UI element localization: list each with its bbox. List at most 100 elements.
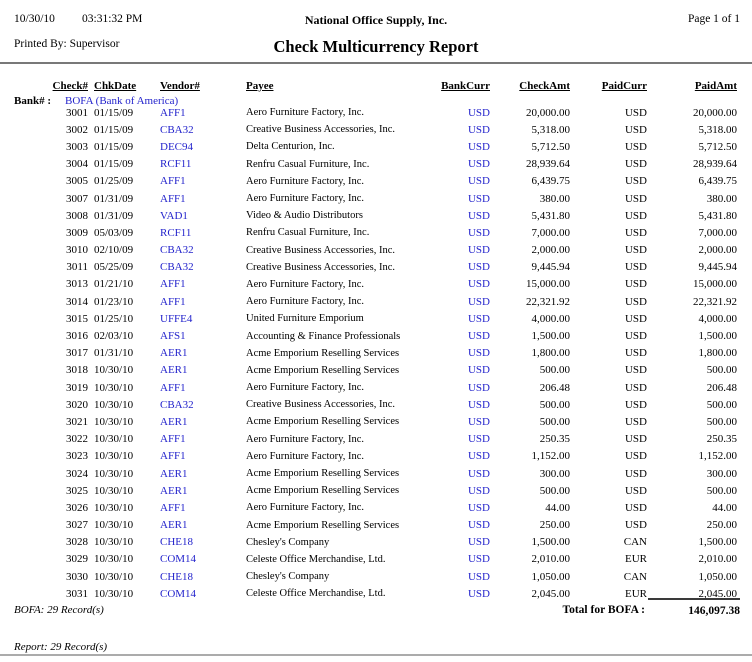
bank-curr-link[interactable]: USD	[467, 140, 490, 153]
vendor-link[interactable]: CBA32	[160, 261, 194, 274]
vendor-link[interactable]: AER1	[160, 415, 188, 428]
chk-date-cell: 10/30/10	[94, 553, 134, 566]
chk-date-cell: 01/31/10	[94, 347, 134, 360]
vendor-link[interactable]: RCF11	[160, 158, 192, 171]
bank-curr-link[interactable]: USD	[467, 123, 490, 136]
paid-curr-cell: USD	[624, 123, 647, 136]
vendor-link[interactable]: AFF1	[160, 381, 186, 394]
vendor-link[interactable]: AFF1	[160, 106, 186, 119]
bank-curr-link[interactable]: USD	[467, 330, 490, 343]
check-amt-cell: 500.00	[539, 364, 570, 377]
col-header-check: Check#	[52, 80, 88, 92]
vendor-link[interactable]: AFF1	[160, 278, 186, 291]
bank-curr-link[interactable]: USD	[467, 519, 490, 532]
bank-curr-link[interactable]: USD	[467, 553, 490, 566]
vendor-link[interactable]: AER1	[160, 347, 188, 360]
chk-date-cell: 10/30/10	[94, 467, 134, 480]
vendor-link[interactable]: COM14	[160, 553, 197, 566]
chk-date-cell: 10/30/10	[94, 364, 134, 377]
bank-curr-link[interactable]: USD	[467, 364, 490, 377]
bank-curr-link[interactable]: USD	[467, 175, 490, 188]
vendor-link[interactable]: COM14	[160, 587, 197, 600]
check-amt-cell: 2,045.00	[531, 587, 571, 600]
vendor-link[interactable]: AER1	[160, 364, 188, 377]
vendor-link[interactable]: UFFE4	[160, 312, 193, 325]
bank-curr-link[interactable]: USD	[467, 244, 490, 257]
paid-curr-cell: USD	[624, 312, 647, 325]
chk-date-cell: 02/03/10	[94, 330, 134, 343]
vendor-link[interactable]: AER1	[160, 467, 188, 480]
table-row: 3002 01/15/09 CBA32 Creative Business Ac…	[14, 121, 737, 138]
bank-curr-link[interactable]: USD	[467, 295, 490, 308]
check-number-cell: 3019	[66, 381, 88, 394]
bank-curr-link[interactable]: USD	[467, 570, 490, 583]
paid-curr-cell: USD	[624, 519, 647, 532]
table-row: 3013 01/21/10 AFF1 Aero Furniture Factor…	[14, 276, 737, 293]
bank-curr-link[interactable]: USD	[467, 347, 490, 360]
vendor-link[interactable]: VAD1	[160, 209, 188, 222]
bank-curr-link[interactable]: USD	[467, 312, 490, 325]
bank-curr-link[interactable]: USD	[467, 381, 490, 394]
vendor-link[interactable]: AFF1	[160, 450, 186, 463]
check-number-cell: 3024	[66, 467, 88, 480]
vendor-link[interactable]: AFF1	[160, 433, 186, 446]
report-title: Check Multicurrency Report	[273, 37, 479, 56]
paid-curr-cell: CAN	[623, 536, 647, 549]
payee-cell: Renfru Casual Furniture, Inc.	[246, 227, 370, 239]
vendor-link[interactable]: AER1	[160, 519, 188, 532]
bank-curr-link[interactable]: USD	[467, 484, 490, 497]
bank-curr-link[interactable]: USD	[467, 278, 490, 291]
check-number-cell: 3029	[66, 553, 88, 566]
vendor-link[interactable]: AFF1	[160, 175, 186, 188]
chk-date-cell: 10/30/10	[94, 587, 134, 600]
vendor-link[interactable]: RCF11	[160, 226, 192, 239]
table-row: 3007 01/31/09 AFF1 Aero Furniture Factor…	[14, 190, 737, 207]
check-number-cell: 3020	[66, 398, 88, 411]
bank-curr-link[interactable]: USD	[467, 536, 490, 549]
paid-amt-cell: 28,939.64	[693, 158, 737, 171]
payee-cell: Celeste Office Merchandise, Ltd.	[246, 588, 386, 600]
vendor-link[interactable]: AER1	[160, 484, 188, 497]
vendor-link[interactable]: AFF1	[160, 192, 186, 205]
bank-link[interactable]: BOFA (Bank of America)	[65, 95, 179, 107]
bank-curr-link[interactable]: USD	[467, 261, 490, 274]
paid-curr-cell: USD	[624, 347, 647, 360]
bank-curr-link[interactable]: USD	[467, 192, 490, 205]
bank-curr-link[interactable]: USD	[467, 158, 490, 171]
paid-amt-cell: 9,445.94	[698, 261, 738, 274]
paid-amt-cell: 22,321.92	[693, 295, 737, 308]
check-number-cell: 3003	[66, 140, 88, 153]
vendor-link[interactable]: CBA32	[160, 398, 194, 411]
vendor-link[interactable]: AFF1	[160, 295, 186, 308]
bank-curr-link[interactable]: USD	[467, 467, 490, 480]
payee-cell: Aero Furniture Factory, Inc.	[246, 450, 364, 462]
check-number-cell: 3014	[66, 295, 88, 308]
col-header-bankcurr: BankCurr	[441, 80, 490, 92]
paid-curr-cell: USD	[624, 278, 647, 291]
vendor-link[interactable]: DEC94	[160, 140, 193, 153]
payee-cell: Aero Furniture Factory, Inc.	[246, 193, 364, 205]
vendor-link[interactable]: CHE18	[160, 536, 193, 549]
check-amt-cell: 22,321.92	[526, 295, 570, 308]
check-number-cell: 3031	[66, 587, 88, 600]
vendor-link[interactable]: AFF1	[160, 501, 186, 514]
bank-curr-link[interactable]: USD	[467, 433, 490, 446]
bank-curr-link[interactable]: USD	[467, 415, 490, 428]
bank-curr-link[interactable]: USD	[467, 587, 490, 600]
paid-amt-cell: 2,000.00	[698, 244, 738, 257]
paid-curr-cell: USD	[624, 484, 647, 497]
vendor-link[interactable]: AFS1	[160, 330, 186, 343]
vendor-link[interactable]: CBA32	[160, 123, 194, 136]
chk-date-cell: 10/30/10	[94, 570, 134, 583]
bank-curr-link[interactable]: USD	[467, 398, 490, 411]
payee-cell: United Furniture Emporium	[246, 313, 364, 325]
bank-curr-link[interactable]: USD	[467, 450, 490, 463]
bank-curr-link[interactable]: USD	[467, 226, 490, 239]
vendor-link[interactable]: CBA32	[160, 244, 194, 257]
bank-curr-link[interactable]: USD	[467, 209, 490, 222]
paid-curr-cell: USD	[624, 295, 647, 308]
vendor-link[interactable]: CHE18	[160, 570, 193, 583]
bank-curr-link[interactable]: USD	[467, 501, 490, 514]
bank-curr-link[interactable]: USD	[467, 106, 490, 119]
